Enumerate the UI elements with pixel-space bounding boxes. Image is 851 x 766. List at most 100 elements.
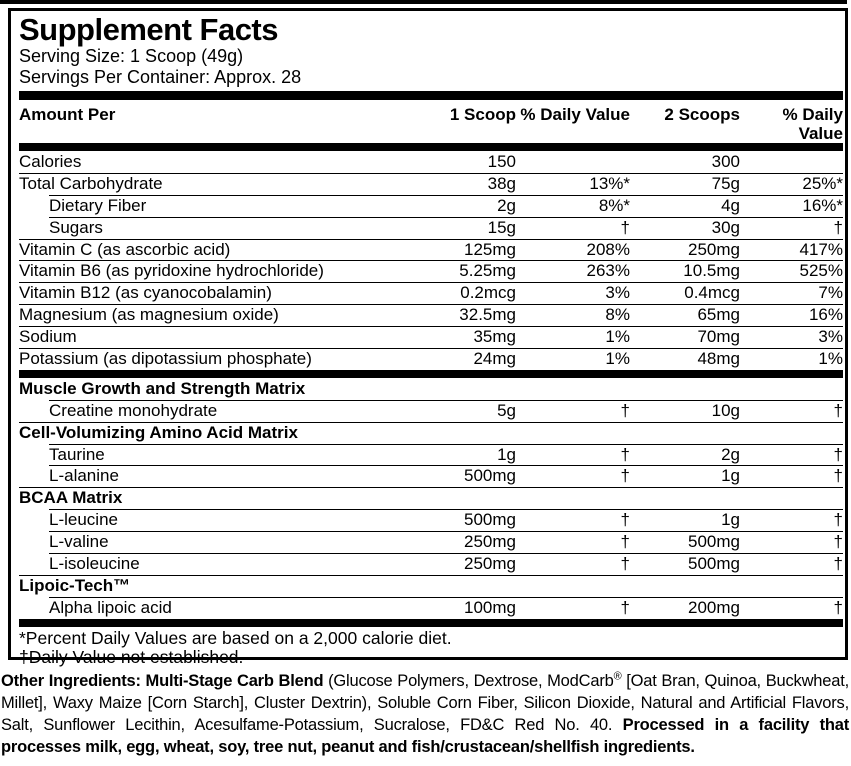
nutrient-name: Potassium (as dipotassium phosphate)	[19, 349, 312, 369]
amount-2scoops: 65mg	[697, 305, 740, 325]
table-row: Creatine monohydrate 5g † 10g †	[19, 399, 843, 422]
ingredients-segment: ®	[613, 670, 622, 683]
panel-title: Supplement Facts	[19, 12, 279, 47]
dv-1scoop: †	[620, 554, 630, 574]
amount-2scoops: 10g	[711, 400, 740, 420]
nutrient-name: Calories	[19, 152, 82, 171]
dv-2scoops	[740, 487, 843, 509]
table-row: Vitamin C (as ascorbic acid) 125mg 208% 250…	[19, 238, 843, 261]
amount-1scoop: 500mg	[464, 466, 516, 486]
dv-2scoops: †	[833, 510, 843, 530]
amount-1scoop: 250mg	[464, 532, 516, 552]
table-row: Alpha lipoic acid 100mg † 200mg †	[19, 596, 843, 619]
amount-1scoop: 150	[487, 152, 516, 171]
header-2-scoops: 2 Scoops	[664, 105, 740, 124]
amount-1scoop: 0.2mcg	[460, 283, 516, 303]
nutrient-name: Sodium	[19, 327, 77, 347]
table-row: Taurine 1g † 2g †	[19, 443, 843, 466]
dv-1scoop: 3%	[605, 283, 630, 303]
amount-2scoops	[630, 575, 740, 597]
amount-1scoop: 15g	[487, 217, 516, 237]
dv-1scoop	[516, 575, 630, 597]
header-daily-value-1: % Daily Value	[520, 105, 630, 124]
dv-2scoops	[740, 422, 843, 444]
nutrient-name: Lipoic-Tech™	[19, 575, 131, 595]
nutrient-name: L-alanine	[49, 466, 119, 486]
dv-1scoop: 263%	[586, 261, 630, 281]
amount-2scoops: 4g	[721, 195, 740, 215]
dv-2scoops: 16%	[808, 305, 843, 325]
other-ingredients-paragraph: Other Ingredients: Multi-Stage Carb Blen…	[1, 670, 849, 758]
amount-2scoops: 2g	[721, 444, 740, 464]
amount-1scoop: 24mg	[473, 349, 516, 369]
supplement-facts-panel: Supplement Facts Serving Size: 1 Scoop (…	[8, 8, 848, 667]
amount-2scoops	[630, 422, 740, 444]
amount-2scoops: 300	[711, 152, 740, 171]
dv-1scoop: †	[620, 532, 630, 552]
footnote-dagger: †Daily Value not established.	[19, 647, 244, 668]
amount-1scoop	[406, 422, 516, 444]
nutrient-name: L-valine	[49, 532, 109, 552]
table-row: Calories 150 300	[19, 151, 843, 173]
dv-1scoop: †	[620, 444, 630, 464]
table-row: L-leucine 500mg † 1g †	[19, 509, 843, 531]
nutrient-name: Creatine monohydrate	[49, 400, 218, 420]
header-1-scoop: 1 Scoop	[449, 105, 516, 124]
dv-1scoop	[516, 378, 630, 400]
table-row: Vitamin B6 (as pyridoxine hydrochloride)…	[19, 260, 843, 282]
amount-2scoops: 48mg	[697, 349, 740, 369]
serving-size-text: Serving Size: 1 Scoop (49g)	[19, 46, 244, 66]
amount-2scoops	[630, 378, 740, 400]
nutrient-name: Alpha lipoic acid	[49, 597, 172, 617]
amount-2scoops	[630, 487, 740, 509]
dv-1scoop: †	[620, 400, 630, 420]
divider-bar-thick	[19, 369, 843, 378]
dv-1scoop: 1%	[605, 349, 630, 369]
dv-2scoops	[740, 151, 843, 173]
table-row: L-valine 250mg † 500mg †	[19, 531, 843, 553]
table-row: Lipoic-Tech™	[19, 574, 843, 597]
table-row: Muscle Growth and Strength Matrix	[19, 378, 843, 400]
dv-1scoop	[516, 487, 630, 509]
dv-1scoop: †	[620, 217, 630, 237]
dv-2scoops: 3%	[818, 327, 843, 347]
amount-2scoops: 70mg	[697, 327, 740, 347]
table-row: L-isoleucine 250mg † 500mg †	[19, 553, 843, 575]
amount-1scoop	[406, 575, 516, 597]
amount-2scoops: 250mg	[688, 239, 740, 259]
amount-1scoop	[406, 378, 516, 400]
amount-2scoops: 1g	[721, 510, 740, 530]
dv-2scoops: 7%	[818, 283, 843, 303]
header-daily-value-2: % Daily Value	[782, 105, 843, 143]
nutrient-name: L-isoleucine	[49, 554, 140, 574]
dv-2scoops: 1%	[818, 349, 843, 369]
servings-per-container-text: Servings Per Container: Approx. 28	[19, 67, 302, 87]
nutrient-name: Magnesium (as magnesium oxide)	[19, 305, 279, 325]
dv-2scoops	[740, 575, 843, 597]
dv-2scoops: 25%*	[802, 173, 843, 193]
ingredients-segment: (Glucose Polymers, Dextrose, ModCarb	[328, 672, 614, 690]
nutrient-name: Vitamin B12 (as cyanocobalamin)	[19, 283, 272, 303]
dv-1scoop: 1%	[605, 327, 630, 347]
ingredients-segment: Processed in a facility that processes m…	[1, 716, 850, 756]
footnote-percent-dv: *Percent Daily Values are based on a 2,0…	[19, 627, 452, 648]
dv-2scoops: †	[833, 400, 843, 420]
dv-2scoops: †	[833, 554, 843, 574]
amount-1scoop: 5g	[497, 400, 516, 420]
amount-2scoops: 1g	[721, 466, 740, 486]
dv-2scoops: 525%	[799, 261, 843, 281]
table-row: Dietary Fiber 2g 8%* 4g 16%*	[19, 194, 843, 217]
dv-2scoops: †	[833, 532, 843, 552]
amount-1scoop: 500mg	[464, 510, 516, 530]
dv-2scoops: 417%	[799, 239, 843, 259]
amount-1scoop: 32.5mg	[459, 305, 516, 325]
dv-1scoop: 8%	[605, 305, 630, 325]
amount-2scoops: 200mg	[688, 597, 740, 617]
nutrient-name: Taurine	[49, 444, 105, 464]
dv-1scoop	[516, 151, 630, 173]
ingredients-segment: Other Ingredients: Multi-Stage Carb Blen…	[1, 672, 329, 690]
amount-1scoop: 100mg	[464, 597, 516, 617]
divider-bar-thick	[19, 618, 843, 627]
footnotes-block: *Percent Daily Values are based on a 2,0…	[19, 627, 843, 668]
dv-1scoop	[516, 422, 630, 444]
